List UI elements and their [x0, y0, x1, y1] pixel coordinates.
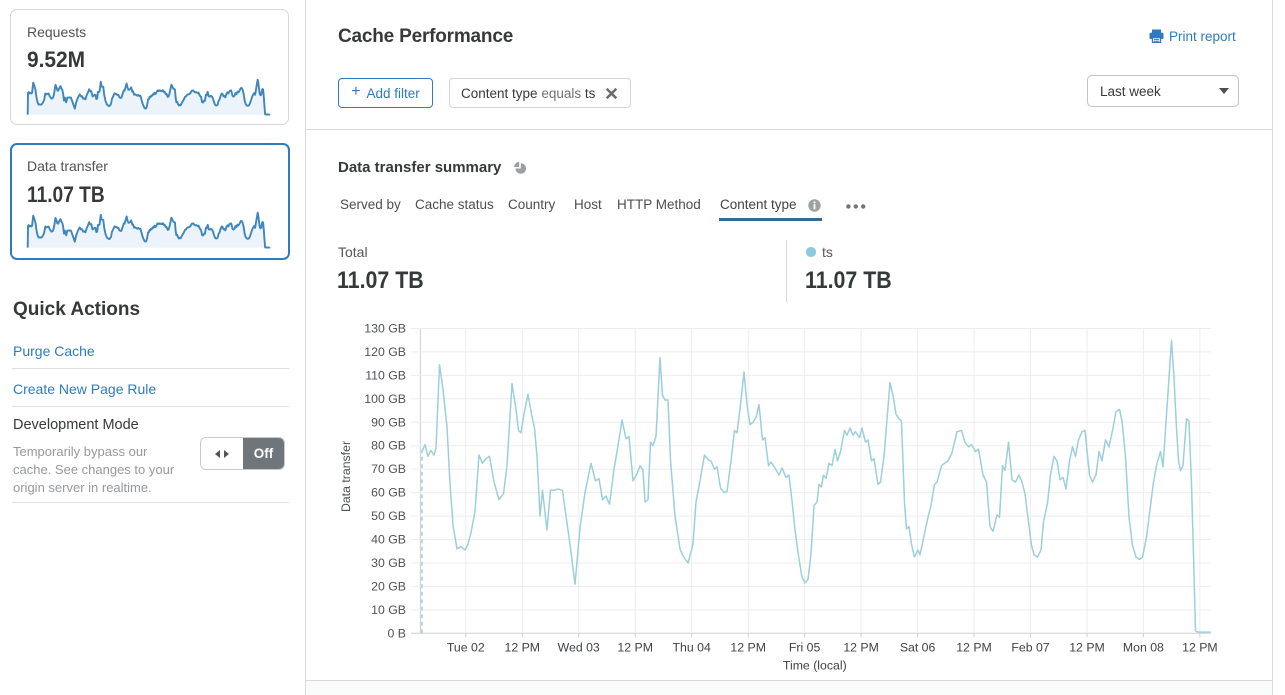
- svg-text:50 GB: 50 GB: [371, 509, 406, 523]
- svg-text:10 GB: 10 GB: [371, 603, 406, 617]
- svg-text:60 GB: 60 GB: [371, 486, 406, 500]
- svg-text:12 PM: 12 PM: [730, 641, 766, 655]
- svg-text:Time (local): Time (local): [783, 659, 847, 673]
- svg-text:Fri 05: Fri 05: [789, 641, 821, 655]
- svg-text:20 GB: 20 GB: [371, 579, 406, 593]
- svg-text:100 GB: 100 GB: [364, 392, 406, 406]
- svg-text:12 PM: 12 PM: [956, 641, 992, 655]
- svg-text:70 GB: 70 GB: [371, 462, 406, 476]
- svg-text:12 PM: 12 PM: [843, 641, 879, 655]
- svg-text:12 PM: 12 PM: [617, 641, 653, 655]
- svg-text:Sat 06: Sat 06: [900, 641, 936, 655]
- svg-text:12 PM: 12 PM: [1182, 641, 1218, 655]
- svg-text:Mon 08: Mon 08: [1123, 641, 1164, 655]
- svg-text:40 GB: 40 GB: [371, 533, 406, 547]
- svg-text:120 GB: 120 GB: [364, 345, 406, 359]
- svg-text:Wed 03: Wed 03: [558, 641, 600, 655]
- svg-text:110 GB: 110 GB: [365, 368, 406, 382]
- svg-text:Feb 07: Feb 07: [1011, 641, 1049, 655]
- svg-text:80 GB: 80 GB: [371, 439, 406, 453]
- svg-text:12 PM: 12 PM: [505, 641, 541, 655]
- svg-text:Data transfer: Data transfer: [339, 441, 353, 512]
- svg-text:Thu 04: Thu 04: [673, 641, 711, 655]
- svg-text:Tue 02: Tue 02: [447, 641, 485, 655]
- svg-text:30 GB: 30 GB: [371, 556, 406, 570]
- svg-text:90 GB: 90 GB: [371, 415, 406, 429]
- svg-text:0 B: 0 B: [388, 626, 406, 640]
- svg-text:130 GB: 130 GB: [364, 322, 406, 336]
- svg-text:12 PM: 12 PM: [1069, 641, 1105, 655]
